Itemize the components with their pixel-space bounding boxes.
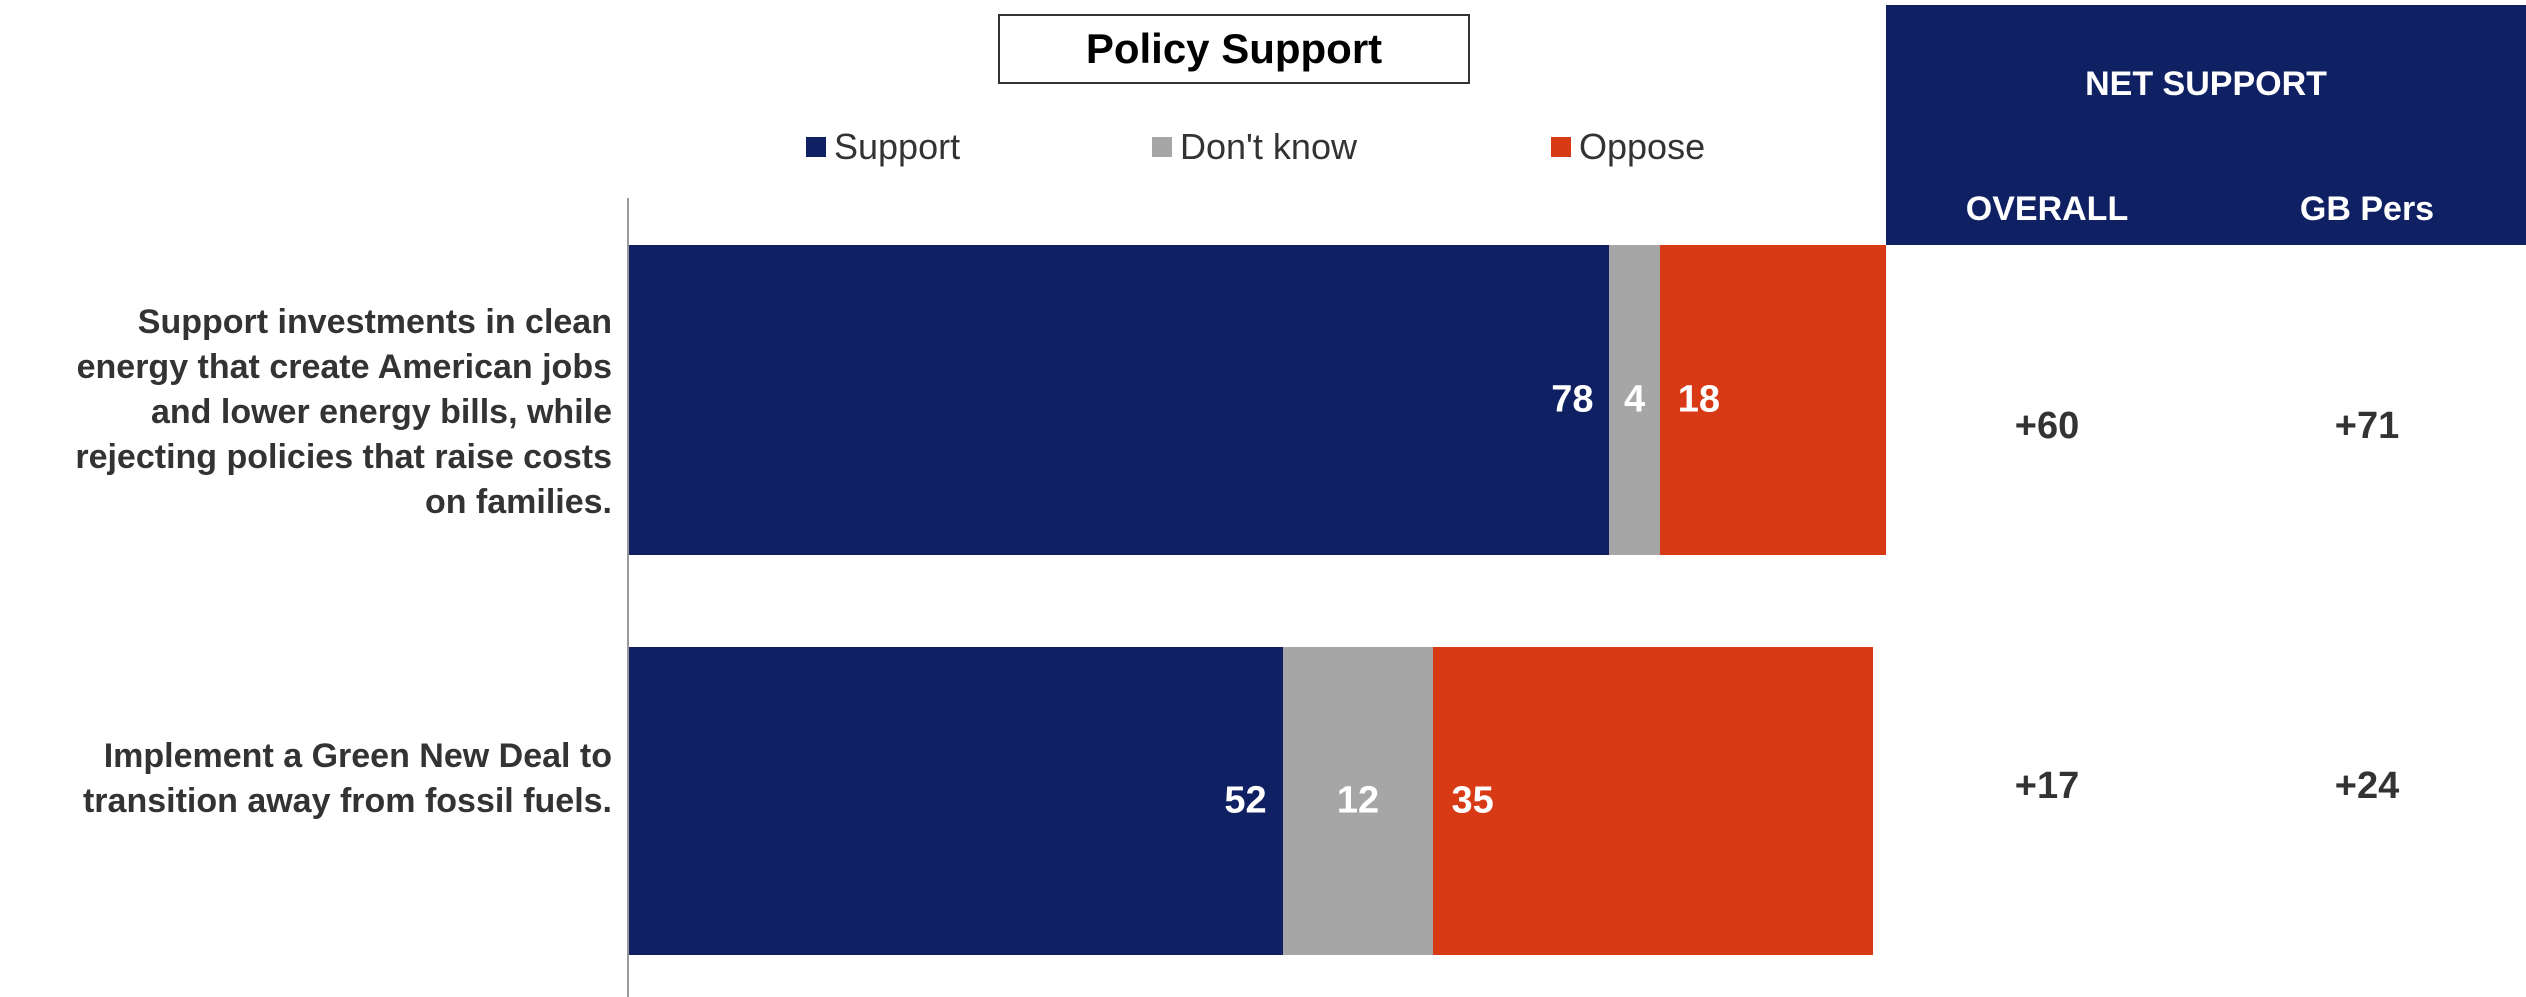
category-label-clean-energy: Support investments in clean energy that…	[10, 300, 612, 525]
category-axis-line	[627, 198, 629, 997]
data-label-dont-know: 4	[1624, 378, 1646, 421]
legend-oppose-label: Oppose	[1579, 126, 1706, 167]
data-label-oppose: 18	[1677, 378, 1721, 421]
net-support-panel: NET SUPPORT OVERALL GB Pers	[1886, 5, 2526, 245]
category-label-green-new-deal: Implement a Green New Deal to transition…	[10, 734, 612, 824]
category-label-line: energy that create American jobs	[76, 348, 612, 386]
category-label-line: and lower energy bills, while	[150, 393, 612, 431]
net-value-overall-row1: +60	[2014, 405, 2080, 447]
bar-segment-oppose	[1433, 647, 1874, 955]
legend-dont-know: Don't know	[1152, 122, 1357, 172]
bar-segment-oppose	[1659, 245, 1886, 555]
data-label-support: 52	[1224, 779, 1267, 822]
category-label-line: Implement a Green New Deal to	[103, 737, 612, 775]
legend-oppose-swatch	[1551, 137, 1571, 157]
data-label-dont-know: 12	[1336, 779, 1380, 822]
legend-support-label: Support	[834, 126, 961, 167]
data-label-support: 78	[1551, 378, 1594, 421]
bar-segment-support	[629, 647, 1283, 955]
data-label-oppose: 35	[1451, 779, 1494, 822]
net-col-overall: OVERALL	[1965, 190, 2129, 228]
bar-segment-support	[629, 245, 1610, 555]
category-label-line: transition away from fossil fuels.	[82, 782, 612, 820]
net-value-overall-row2: +17	[2014, 765, 2080, 807]
legend-support: Support	[806, 122, 960, 172]
net-value-gb-pers-row1: +71	[2334, 405, 2400, 447]
bar-segment-dont-know	[1609, 245, 1660, 555]
chart-title: Policy Support	[998, 14, 1470, 84]
net-col-gb-pers: GB Pers	[2299, 190, 2435, 228]
legend-dont-know-swatch	[1152, 137, 1172, 157]
legend-dont-know-label: Don't know	[1180, 126, 1357, 167]
bar-segment-dont-know	[1282, 647, 1434, 955]
category-label-line: rejecting policies that raise costs	[75, 438, 612, 476]
category-label-line: Support investments in clean	[137, 303, 612, 341]
bar-row-green-new-deal: 52 12 35	[629, 647, 1886, 955]
category-label-line: on families.	[424, 483, 612, 521]
legend-oppose: Oppose	[1551, 122, 1705, 172]
legend-support-swatch	[806, 137, 826, 157]
bar-row-clean-energy: 78 4 18	[629, 245, 1886, 555]
net-support-title: NET SUPPORT	[2085, 65, 2327, 103]
net-value-gb-pers-row2: +24	[2334, 765, 2400, 807]
